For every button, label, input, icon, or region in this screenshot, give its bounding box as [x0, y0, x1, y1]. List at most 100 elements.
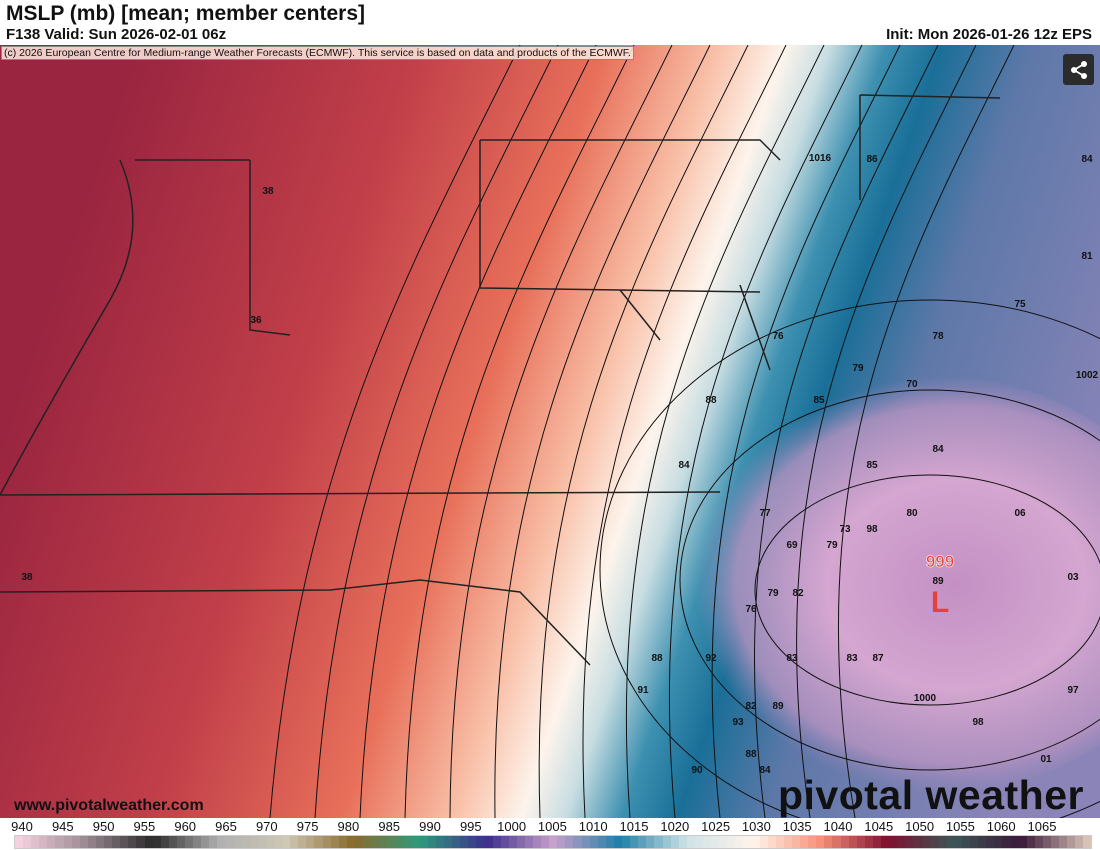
- colorbar-cell: [1075, 836, 1084, 848]
- colorbar-cell: [79, 836, 88, 848]
- colorbar-cell: [913, 836, 922, 848]
- colorbar-tick-label: 1065: [1027, 819, 1057, 834]
- colorbar-cell: [581, 836, 590, 848]
- member-center-label: 73: [839, 524, 851, 535]
- colorbar-cell: [330, 836, 339, 848]
- isobar: [538, 45, 749, 818]
- pressure-map[interactable]: 1016 86 84 38 81 75 36 76 78 79 70 1002 85 88 84 85 84 77…: [0, 45, 1100, 818]
- colorbar-cell: [274, 836, 283, 848]
- colorbar-cell: [751, 836, 760, 848]
- colorbar-cell: [379, 836, 388, 848]
- colorbar-cell: [209, 836, 218, 848]
- colorbar-cell: [646, 836, 655, 848]
- colorbar: [14, 835, 1093, 849]
- colorbar-cell: [1010, 836, 1019, 848]
- colorbar-cell: [508, 836, 517, 848]
- colorbar-cell: [953, 836, 962, 848]
- colorbar-cell: [419, 836, 428, 848]
- member-center-label: 88: [651, 653, 663, 664]
- valid-time: F138 Valid: Sun 2026-02-01 06z: [6, 26, 227, 43]
- isobar: [754, 474, 1100, 706]
- colorbar-cell: [354, 836, 364, 848]
- colorbar-tick-label: 1005: [537, 819, 567, 834]
- isobar: [625, 45, 825, 818]
- website-url[interactable]: www.pivotalweather.com: [14, 797, 204, 814]
- member-center-label: 93: [732, 717, 744, 728]
- member-center-label: 84: [678, 460, 690, 471]
- colorbar-tick-label: 1000: [497, 819, 527, 834]
- colorbar-cell: [249, 836, 258, 848]
- colorbar-cell: [112, 836, 121, 848]
- colorbar-cell: [265, 836, 274, 848]
- colorbar-cell: [533, 836, 542, 848]
- colorbar-cell: [735, 836, 744, 848]
- colorbar-cell: [184, 836, 194, 848]
- colorbar-cell: [168, 836, 177, 848]
- colorbar-tick-label: 990: [419, 819, 441, 834]
- colorbar-cell: [241, 836, 250, 848]
- colorbar-tick-label: 940: [11, 819, 33, 834]
- colorbar-cell: [1034, 836, 1043, 848]
- isobar: [599, 299, 1100, 818]
- colorbar-cell: [662, 836, 671, 848]
- colorbar-tick-label: 1040: [823, 819, 853, 834]
- colorbar-tick-label: 980: [337, 819, 360, 834]
- map-title: MSLP (mb) [mean; member centers]: [6, 2, 366, 25]
- colorbar-cell: [565, 836, 574, 848]
- member-center-label: 38: [262, 186, 274, 197]
- colorbar-cell: [872, 836, 882, 848]
- colorbar-cell: [128, 836, 137, 848]
- member-center-label: 76: [745, 604, 757, 615]
- colorbar-cell: [516, 836, 525, 848]
- colorbar-cell: [800, 836, 809, 848]
- colorbar-cell: [31, 836, 40, 848]
- colorbar-cell: [363, 836, 372, 848]
- colorbar-cell: [468, 836, 477, 848]
- member-center-label: 79: [767, 588, 779, 599]
- colorbar-cell: [314, 836, 323, 848]
- share-button[interactable]: [1063, 54, 1094, 85]
- colorbar-cell: [945, 836, 954, 848]
- colorbar-cell: [403, 836, 412, 848]
- member-center-label: 75: [1014, 299, 1026, 310]
- isobar: [449, 45, 673, 818]
- colorbar-cell: [1083, 836, 1092, 848]
- colorbar-cell: [1026, 836, 1035, 848]
- colorbar-cell: [120, 836, 129, 848]
- colorbar-cell: [921, 836, 930, 848]
- colorbar-cell: [87, 836, 96, 848]
- low-pressure-value: 999: [926, 552, 954, 571]
- member-center-label: 98: [866, 524, 878, 535]
- colorbar-cell: [783, 836, 792, 848]
- colorbar-cell: [816, 836, 825, 848]
- member-center-label: 90: [691, 765, 703, 776]
- colorbar-tick-label: 1025: [701, 819, 731, 834]
- share-icon: [1070, 60, 1087, 79]
- state-borders: [0, 94, 1001, 666]
- member-center-label: 76: [772, 331, 784, 342]
- colorbar-tick-label: 975: [296, 819, 319, 834]
- member-center-label: 78: [932, 331, 944, 342]
- isobar: [679, 389, 1100, 771]
- member-center-label: 70: [906, 379, 918, 390]
- colorbar-cell: [435, 836, 444, 848]
- member-center-label: 82: [745, 701, 757, 712]
- colorbar-tick-label: 955: [133, 819, 156, 834]
- isobar: [314, 45, 559, 818]
- pivotal-weather-logo: pivotal weather: [778, 772, 1084, 818]
- member-center-label: 97: [1067, 685, 1079, 696]
- colorbar-cell: [589, 836, 598, 848]
- isobar: [494, 45, 711, 818]
- colorbar-cell: [970, 836, 979, 848]
- colorbar-cell: [792, 836, 801, 848]
- low-center-symbol: L: [931, 586, 949, 619]
- colorbar-cell: [225, 836, 234, 848]
- colorbar-tick-label: 1010: [578, 819, 608, 834]
- colorbar-cell: [937, 836, 946, 848]
- colorbar-cell: [986, 836, 995, 848]
- member-center-label: 81: [1081, 251, 1093, 262]
- colorbar-cell: [848, 836, 857, 848]
- colorbar-cell: [719, 836, 728, 848]
- member-center-label: 85: [813, 395, 825, 406]
- isobar: [796, 45, 977, 818]
